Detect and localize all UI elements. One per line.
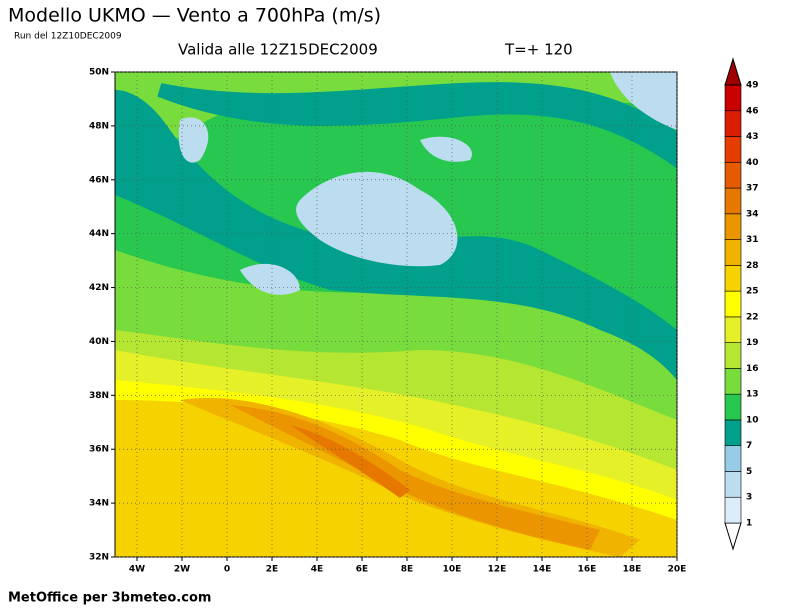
- colorbar-band: [724, 213, 742, 240]
- colorbar-band: [724, 496, 742, 524]
- lat-tick-label: 48N: [89, 121, 109, 131]
- lon-tick-label: 16E: [578, 565, 597, 575]
- wind-field: [115, 72, 677, 557]
- lon-tick-label: 14E: [533, 565, 552, 575]
- lat-tick-label: 46N: [89, 175, 109, 185]
- colorbar-low: [724, 522, 742, 551]
- colorbar-label: 3: [746, 493, 752, 503]
- lat-tick-label: 32N: [89, 553, 109, 563]
- lon-tick-label: 20E: [668, 565, 687, 575]
- colorbar-band: [724, 471, 742, 498]
- lat-tick-label: 40N: [89, 337, 109, 347]
- colorbar-label: 31: [746, 235, 759, 245]
- colorbar-band: [724, 393, 742, 421]
- colorbar-band: [724, 445, 742, 472]
- colorbar-label: 19: [746, 338, 759, 348]
- lat-tick-label: 44N: [89, 229, 109, 239]
- colorbar-label: 49: [746, 81, 759, 91]
- step-label: T=+ 120: [504, 41, 573, 59]
- colorbar-band: [724, 342, 742, 369]
- colorbar-label: 1: [746, 519, 752, 529]
- colorbar-label: 37: [746, 184, 759, 194]
- lon-tick-label: 10E: [443, 565, 462, 575]
- colorbar-band: [724, 187, 742, 215]
- lon-tick-label: 12E: [488, 565, 507, 575]
- lon-tick-label: 18E: [623, 565, 642, 575]
- lon-tick-label: 4W: [129, 565, 145, 575]
- lat-tick-label: 34N: [89, 499, 109, 509]
- lat-tick-label: 38N: [89, 391, 109, 401]
- lat-tick-label: 42N: [89, 283, 109, 293]
- lat-tick-label: 36N: [89, 445, 109, 455]
- title: Modello UKMO — Vento a 700hPa (m/s): [8, 5, 381, 27]
- colorbar-band: [724, 419, 742, 447]
- lon-tick-label: 4E: [311, 565, 323, 575]
- colorbar-label: 16: [746, 364, 759, 374]
- lon-tick-label: 0: [224, 565, 230, 575]
- colorbar-label: 13: [746, 390, 759, 400]
- lon-tick-label: 6E: [356, 565, 368, 575]
- colorbar-band: [724, 368, 742, 395]
- colorbar-label: 22: [746, 312, 759, 322]
- colorbar-band: [724, 265, 742, 292]
- colorbar-band: [724, 161, 742, 189]
- colorbar-label: 25: [746, 287, 759, 297]
- valid-label: Valida alle 12Z15DEC2009: [178, 41, 378, 59]
- colorbar-label: 46: [746, 106, 759, 116]
- colorbar-label: 10: [746, 415, 759, 425]
- colorbar-band: [724, 84, 742, 112]
- colorbar-band: [724, 290, 742, 318]
- colorbar-band: [724, 239, 742, 266]
- lat-tick-label: 50N: [89, 68, 109, 78]
- colorbar-label: 5: [746, 467, 752, 477]
- run-label: Run del 12Z10DEC2009: [14, 32, 122, 42]
- lon-tick-label: 2W: [174, 565, 190, 575]
- colorbar-label: 7: [746, 441, 752, 451]
- colorbar-high: [724, 57, 742, 86]
- colorbar-label: 40: [746, 158, 759, 168]
- colorbar-label: 28: [746, 261, 759, 271]
- lon-tick-label: 8E: [401, 565, 413, 575]
- footer: MetOffice per 3bmeteo.com: [8, 591, 211, 606]
- colorbar-band: [724, 110, 742, 137]
- colorbar-label: 34: [746, 209, 759, 219]
- colorbar-band: [724, 136, 742, 163]
- lon-tick-label: 2E: [266, 565, 278, 575]
- colorbar-label: 43: [746, 132, 759, 142]
- colorbar-band: [724, 316, 742, 343]
